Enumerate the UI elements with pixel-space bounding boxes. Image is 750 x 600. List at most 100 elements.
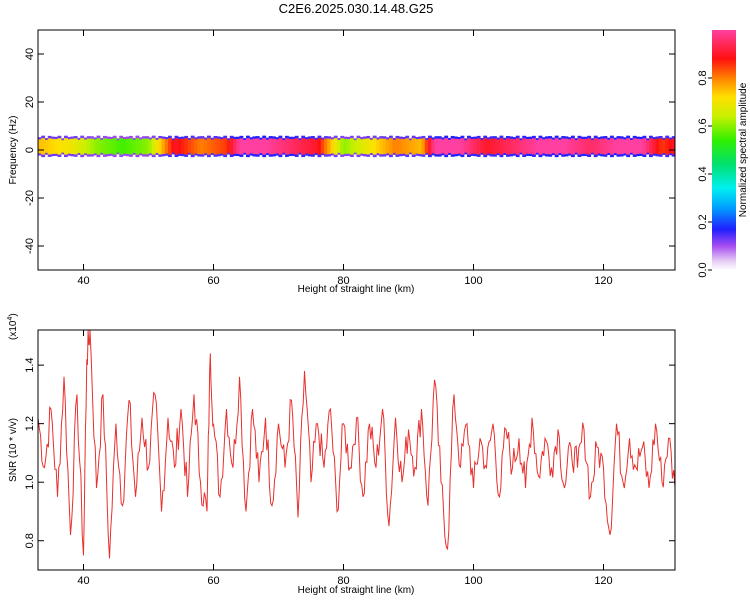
snr-y-multiplier-exponent: 4 (7, 317, 14, 321)
colorbar-gradient (712, 30, 736, 270)
spectral-band-cell (571, 138, 575, 155)
colorbar-axis: 0.0 0.2 0.4 0.6 0.8 (697, 70, 712, 278)
spectral-band-cell (158, 138, 163, 155)
spectral-band-cell (655, 138, 660, 155)
spectral-band-cell (320, 139, 325, 154)
spectral-band-cell (60, 140, 65, 153)
spectral-band-cell (246, 138, 250, 155)
spectral-band-cell (129, 138, 133, 155)
snr-series-line (38, 330, 675, 559)
spectrogram-x-tick-label: 60 (207, 275, 219, 287)
snr-x-tick-label: 100 (464, 575, 482, 587)
snr-y-axis-label: SNR (10 * v/v) (8, 418, 19, 482)
spectral-band-cell (181, 138, 185, 154)
spectral-band-cell (262, 138, 267, 155)
spectral-band-cell (145, 138, 150, 155)
spectral-band-cell (324, 138, 328, 155)
spectral-band-cell (408, 140, 413, 153)
spectral-band-cell (223, 138, 228, 155)
spectral-band-cell (330, 139, 335, 154)
spectrogram-panel: 40 60 80 100 120 -40 -20 0 20 40 Height of strai… (8, 29, 676, 295)
spectral-band-cell (535, 140, 540, 153)
snr-x-tick-label: 60 (207, 575, 219, 587)
spectral-band-cell (86, 138, 91, 155)
spectral-band-cell (125, 138, 130, 154)
spectral-band-cell (528, 138, 533, 154)
spectral-band-cell (77, 139, 81, 153)
spectral-band-cell (395, 138, 400, 155)
snr-x-tick-label: 80 (337, 575, 349, 587)
spectral-band-cell (548, 138, 553, 155)
spectral-band-cell (476, 138, 481, 155)
snr-x-axis-label: Height of straight line (km) (298, 585, 415, 596)
snr-y-tick-label: 0.8 (24, 533, 36, 548)
spectral-band-cell (135, 138, 140, 155)
spectral-band-cell (317, 138, 322, 155)
spectral-band-cell (369, 139, 374, 153)
spectral-band-cell (226, 140, 231, 153)
spectral-band-cell (119, 138, 124, 155)
spectral-band-cell (57, 138, 62, 155)
spectral-band-cell (431, 139, 436, 154)
spectral-band-cell (632, 138, 637, 155)
spectral-band-cell (447, 139, 452, 153)
spectral-band-cell (278, 138, 283, 155)
snr-y-tick-label: 1.2 (24, 416, 36, 431)
spectral-band-cell (93, 139, 98, 154)
spectral-band-cell (210, 139, 215, 154)
spectral-band-cell (353, 140, 358, 153)
spectral-band-cell (626, 138, 631, 155)
spectral-band-cell (272, 138, 276, 155)
spectral-band-cell (629, 140, 634, 153)
spectral-band-cell (623, 139, 627, 154)
spectrogram-y-tick-label: 20 (24, 96, 36, 108)
spectral-band-cell (138, 139, 143, 154)
spectral-band-cell (239, 138, 244, 155)
spectral-band-cell (90, 138, 94, 155)
spectral-band-cell (610, 138, 614, 155)
spectral-band-cell (421, 138, 426, 155)
spectral-band-cell (249, 139, 254, 154)
spectral-band-cell (340, 138, 345, 155)
spectral-band-cell (164, 139, 169, 154)
spectral-band-cell (515, 138, 520, 155)
spectral-band-cell (259, 139, 263, 154)
spectral-band-cell (639, 139, 644, 154)
spectral-band-cell (363, 138, 367, 155)
spectral-band-cell (593, 138, 598, 155)
spectral-band-cell (337, 139, 341, 153)
spectrogram-y-axis-label: Frequency (Hz) (8, 116, 19, 185)
spectral-band-cell (564, 138, 569, 155)
spectral-band-cell (671, 138, 675, 155)
spectral-band-cell (460, 138, 465, 155)
spectral-band-cell (645, 140, 650, 153)
spectral-band-cell (424, 139, 429, 153)
spectrogram-x-axis: 40 60 80 100 120 (77, 30, 613, 287)
spectral-band-cell (187, 139, 192, 153)
spectral-band-cell (376, 139, 380, 154)
spectral-band-cell (577, 138, 582, 155)
spectral-band-cell (103, 138, 107, 155)
spectral-band-cell (190, 138, 195, 155)
spectral-band-cell (213, 138, 218, 155)
spectral-band-cell (304, 139, 309, 154)
spectral-band-cell (359, 139, 364, 154)
snr-x-tick-label: 120 (594, 575, 612, 587)
spectral-band-cell (265, 139, 270, 154)
spectral-band-cell (294, 138, 299, 155)
snr-plot-frame (37, 329, 676, 571)
spectral-band-cell (70, 138, 75, 155)
spectral-band-cell (512, 139, 517, 154)
spectral-band-cell (207, 138, 211, 155)
spectral-band-cell (668, 139, 673, 154)
spectrogram-x-tick-label: 120 (594, 275, 612, 287)
spectral-band-cell (366, 138, 371, 155)
spectral-band-cell (44, 139, 49, 153)
spectral-band-cell (229, 138, 234, 155)
spectrogram-x-tick-label: 100 (464, 275, 482, 287)
spectral-band-cell (177, 139, 182, 154)
spectral-band-cell (197, 138, 202, 155)
chart-title: C2E6.2025.030.14.48.G25 (279, 1, 434, 16)
spectral-band-cell (502, 139, 507, 154)
spectral-band-cell (311, 138, 315, 155)
